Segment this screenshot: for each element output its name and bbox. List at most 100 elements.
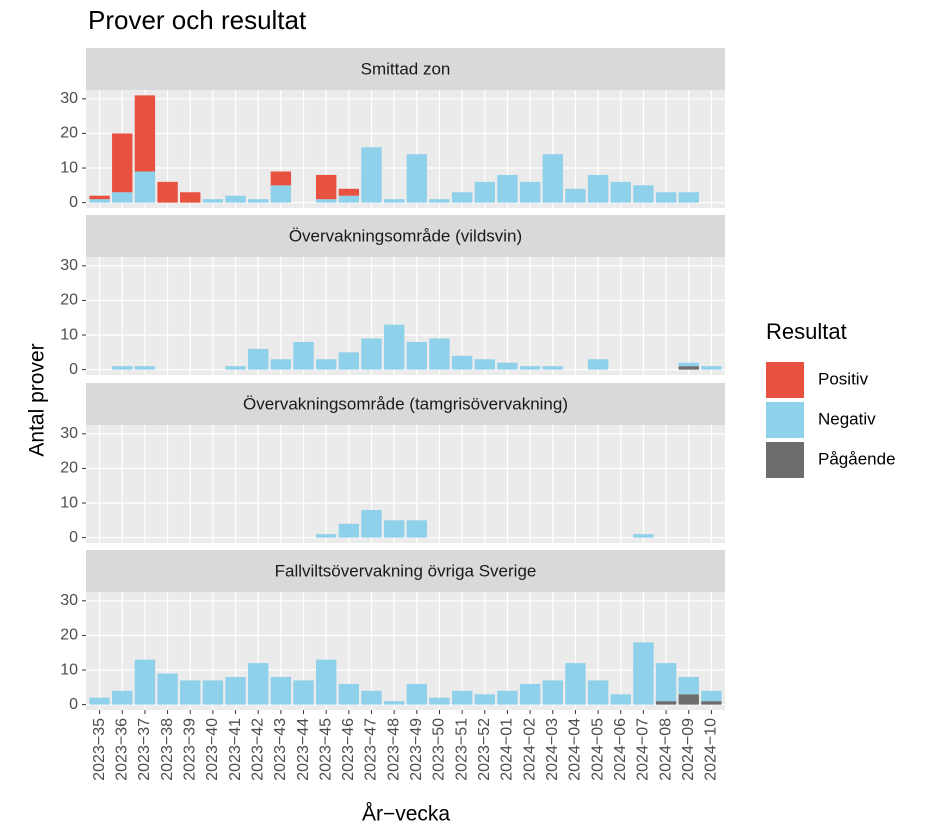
bar-segment [655,192,677,203]
bar-segment [270,676,292,705]
bar-segment [519,181,541,203]
bar-segment [89,195,110,200]
bar-segment [610,694,631,705]
legend-key [766,402,804,438]
bar-segment [248,663,269,705]
x-tick-label: 2023−40 [204,718,221,781]
y-tick-label: 30 [60,425,78,442]
bar-segment [678,192,699,203]
bar-segment [497,690,518,705]
bar-segment [474,359,496,370]
bar-segment [180,192,201,203]
x-tick-label: 2024−10 [703,718,720,781]
bar-segment [655,663,677,702]
x-tick-label: 2023−37 [136,718,153,781]
x-tick-label: 2024−06 [612,718,629,781]
x-tick-label: 2023−35 [91,718,108,781]
y-axis-label: Antal prover [26,343,49,456]
y-tick-label: 10 [60,326,78,343]
bar-segment [610,181,631,203]
bar-segment [315,659,337,705]
bar-segment [451,690,473,705]
bar-segment [112,690,133,705]
y-tick-label: 30 [60,90,78,107]
x-tick-label: 2024−05 [589,718,606,781]
bar-segment [406,520,428,538]
bar-segment [315,199,337,203]
facet-strip [86,215,725,257]
facet-title: Övervakningsområde (tamgrisövervakning) [243,394,568,413]
bar-segment [383,199,405,203]
y-tick-label: 10 [60,494,78,511]
bar-segment [89,697,110,705]
bar-segment [655,701,677,705]
bar-segment [678,362,699,367]
bar-segment [678,366,699,370]
x-tick-label: 2024−03 [544,718,561,781]
legend-title: Resultat [766,319,847,344]
bar-segment [587,174,609,203]
y-tick-label: 10 [60,661,78,678]
bar-segment [248,348,269,370]
facet-title: Övervakningsområde (vildsvin) [289,226,522,245]
y-tick-label: 0 [69,194,78,211]
bar-segment [406,154,428,203]
bar-segment [225,676,246,705]
bar-segment [587,680,609,705]
x-tick-label: 2023−48 [385,718,402,781]
bar-segment [270,359,292,370]
bar-segment [338,352,360,370]
x-tick-label: 2023−47 [363,718,380,781]
bar-segment [587,359,609,370]
legend-key [766,362,804,398]
bar-segment [361,509,382,538]
facet-title: Smittad zon [361,59,451,78]
bar-segment [202,680,224,705]
x-tick-label: 2024−08 [657,718,674,781]
bar-segment [542,680,563,705]
bar-segment [474,181,496,203]
bar-segment [429,338,450,370]
x-tick-label: 2023−50 [431,718,448,781]
facet-strip [86,383,725,425]
bar-segment [565,188,586,203]
x-tick-label: 2023−49 [408,718,425,781]
panel-background [86,425,725,543]
bar-segment [338,523,360,538]
bar-segment [451,355,473,370]
facet-strip [86,48,725,90]
x-tick-label: 2024−02 [521,718,538,781]
bar-segment [474,694,496,705]
bar-segment [429,199,450,203]
x-tick-label: 2023−38 [159,718,176,781]
bar-segment [383,520,405,538]
bar-segment [202,199,224,203]
bar-segment [315,359,337,370]
bar-segment [315,174,337,200]
bar-segment [270,185,292,203]
bar-segment [497,174,518,203]
y-tick-label: 20 [60,460,78,477]
facet-strip [86,550,725,592]
bar-segment [180,680,201,705]
x-tick-label: 2023−51 [453,718,470,781]
bar-segment [89,199,110,203]
bar-segment [134,659,156,705]
y-tick-label: 20 [60,125,78,142]
y-tick-label: 30 [60,257,78,274]
bar-segment [633,185,654,203]
x-tick-label: 2023−36 [113,718,130,781]
bar-segment [451,192,473,203]
bar-segment [225,195,246,203]
bar-segment [633,642,654,705]
chart-title: Prover och resultat [88,5,307,35]
bar-segment [157,181,178,203]
facet-title: Fallviltsövervakning övriga Sverige [275,561,537,580]
bar-segment [112,192,133,203]
bar-segment [361,338,382,370]
bar-segment [678,676,699,695]
y-tick-label: 0 [69,361,78,378]
x-tick-label: 2024−09 [680,718,697,781]
x-tick-label: 2024−01 [499,718,516,781]
bar-segment [361,147,382,203]
